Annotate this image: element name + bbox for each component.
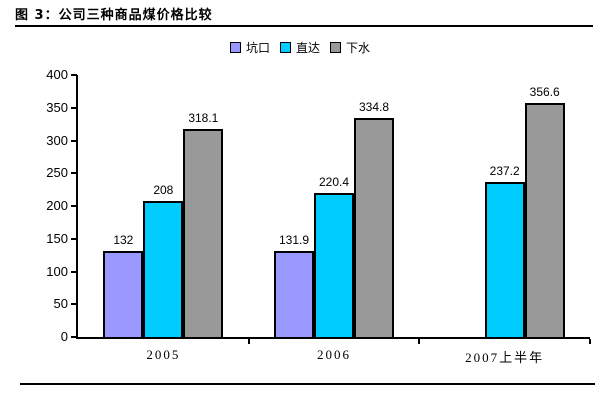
- legend-series-label: 直达: [295, 41, 320, 55]
- x-axis-tick-mark: [418, 339, 421, 344]
- bar: [354, 117, 394, 339]
- y-axis-tick-label: 100: [46, 263, 68, 279]
- y-axis-tick-mark: [71, 172, 77, 175]
- legend-swatch-icon: [229, 42, 241, 53]
- x-axis-tick-mark: [247, 339, 250, 344]
- top-rule: [15, 25, 593, 27]
- y-axis-tick-mark: [71, 205, 77, 207]
- y-axis-tick-mark: [71, 139, 77, 142]
- bar-value-label: 220.4: [318, 174, 350, 189]
- x-axis-category-label: 2007上半年: [465, 350, 545, 365]
- x-axis-tick-mark: [589, 339, 591, 344]
- bar-value-label: 208: [153, 182, 174, 197]
- bar: [143, 200, 184, 339]
- legend-item: 直达: [279, 39, 320, 56]
- bar: [524, 103, 565, 339]
- legend-series-label: 坑口: [245, 41, 270, 55]
- bar-value-label: 237.2: [489, 163, 520, 178]
- y-axis-tick-label: 0: [60, 329, 68, 344]
- bar-value-label: 356.6: [529, 85, 560, 100]
- legend-series-label: 下水: [346, 41, 371, 55]
- y-axis-tick-label: 250: [46, 165, 68, 181]
- y-axis-tick-label: 350: [46, 99, 68, 115]
- y-axis-tick-label: 150: [46, 230, 68, 246]
- bar: [274, 250, 314, 339]
- bar: [103, 250, 144, 339]
- y-axis-tick-mark: [71, 303, 77, 306]
- legend-item: 下水: [330, 39, 370, 56]
- figure-title: 图 3：公司三种商品煤价格比较: [15, 8, 213, 23]
- legend-swatch-icon: [330, 42, 341, 53]
- legend-swatch-icon: [279, 42, 291, 53]
- y-axis-tick-label: 400: [46, 67, 68, 82]
- bar: [314, 192, 354, 339]
- x-axis-category-label: 2006: [316, 347, 351, 362]
- chart-legend: 坑口 直达 下水: [0, 39, 600, 56]
- y-axis-tick-mark: [71, 336, 77, 338]
- y-axis-tick-label: 200: [46, 198, 68, 213]
- y-axis-tick-mark: [71, 237, 77, 240]
- y-axis-tick-label: 300: [46, 132, 68, 148]
- y-axis-tick-mark: [71, 74, 77, 76]
- bar-value-label: 132: [113, 232, 134, 247]
- y-axis-tick-mark: [71, 270, 77, 273]
- bottom-rule: [20, 383, 595, 385]
- y-axis-tick-label: 50: [53, 296, 68, 312]
- bar: [183, 128, 224, 339]
- y-axis-tick-mark: [71, 106, 77, 109]
- bar-value-label: 318.1: [188, 110, 219, 125]
- bar-value-label: 131.9: [278, 232, 310, 247]
- bar: [484, 181, 525, 339]
- x-axis-category-label: 2005: [146, 347, 181, 362]
- bar-value-label: 334.8: [358, 99, 390, 114]
- legend-item: 坑口: [229, 39, 270, 56]
